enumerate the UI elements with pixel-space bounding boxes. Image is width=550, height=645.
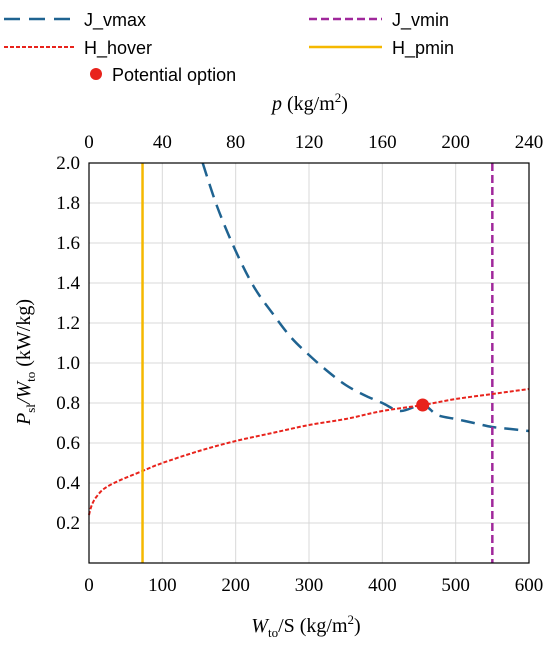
legend-label-h-pmin: H_pmin bbox=[392, 38, 454, 59]
x-tick-label: 400 bbox=[368, 575, 397, 596]
y-tick-label: 0.2 bbox=[56, 513, 80, 534]
x2-tick-label: 120 bbox=[295, 132, 324, 153]
legend-entry-h-pmin: H_pmin bbox=[309, 38, 454, 59]
x2-tick-label: 0 bbox=[84, 132, 94, 153]
legend-entry-h-hover: H_hover bbox=[4, 38, 152, 59]
x-axis-label: Wto/S (kg/m2) bbox=[251, 612, 360, 640]
legend-entry-j-vmax: J_vmax bbox=[4, 10, 146, 31]
x-tick-label: 300 bbox=[295, 575, 324, 596]
x2-axis-label: p (kg/m2) bbox=[270, 90, 348, 115]
series-line-h-hover bbox=[88, 388, 530, 516]
x-tick-label: 600 bbox=[515, 575, 544, 596]
legend-label-h-hover: H_hover bbox=[84, 38, 152, 59]
y-tick-label: 0.6 bbox=[56, 433, 80, 454]
x2-tick-label: 240 bbox=[515, 132, 544, 153]
series-marker-potential-option bbox=[416, 398, 430, 412]
y-tick-label: 2.0 bbox=[56, 153, 80, 174]
tick-labels: 0 100 200 300 400 500 600 0 40 80 120 160 200 240 0.2 0… bbox=[56, 132, 543, 596]
y-tick-label: 1.8 bbox=[56, 193, 80, 214]
legend-entry-potential-option: Potential option bbox=[90, 65, 236, 85]
y-tick-label: 0.4 bbox=[56, 473, 80, 494]
x2-tick-label: 160 bbox=[368, 132, 397, 153]
legend-label-j-vmax: J_vmax bbox=[84, 10, 146, 31]
plot-series bbox=[88, 162, 530, 563]
x-tick-label: 100 bbox=[148, 575, 177, 596]
y-tick-label: 0.8 bbox=[56, 393, 80, 414]
y-tick-label: 1.6 bbox=[56, 233, 80, 254]
legend: J_vmax J_vmin H_hover H_pmin Potential o… bbox=[4, 10, 454, 85]
x2-tick-label: 80 bbox=[226, 132, 245, 153]
legend-label-potential-option: Potential option bbox=[112, 65, 236, 85]
series-line-j-vmax bbox=[201, 162, 530, 433]
x2-tick-label: 40 bbox=[153, 132, 172, 153]
plot-frame bbox=[88, 162, 530, 564]
x-tick-label: 500 bbox=[441, 575, 470, 596]
y-tick-label: 1.4 bbox=[56, 273, 80, 294]
y-axis-label: Psl/Wto (kW/kg) bbox=[13, 299, 38, 426]
grid bbox=[89, 163, 529, 563]
legend-entry-j-vmin: J_vmin bbox=[309, 10, 449, 31]
legend-marker-potential-option bbox=[90, 68, 102, 80]
y-tick-label: 1.0 bbox=[56, 353, 80, 374]
x-tick-label: 0 bbox=[84, 575, 94, 596]
x-tick-label: 200 bbox=[221, 575, 250, 596]
legend-label-j-vmin: J_vmin bbox=[392, 10, 449, 31]
y-tick-label: 1.2 bbox=[56, 313, 80, 334]
x2-tick-label: 200 bbox=[441, 132, 470, 153]
